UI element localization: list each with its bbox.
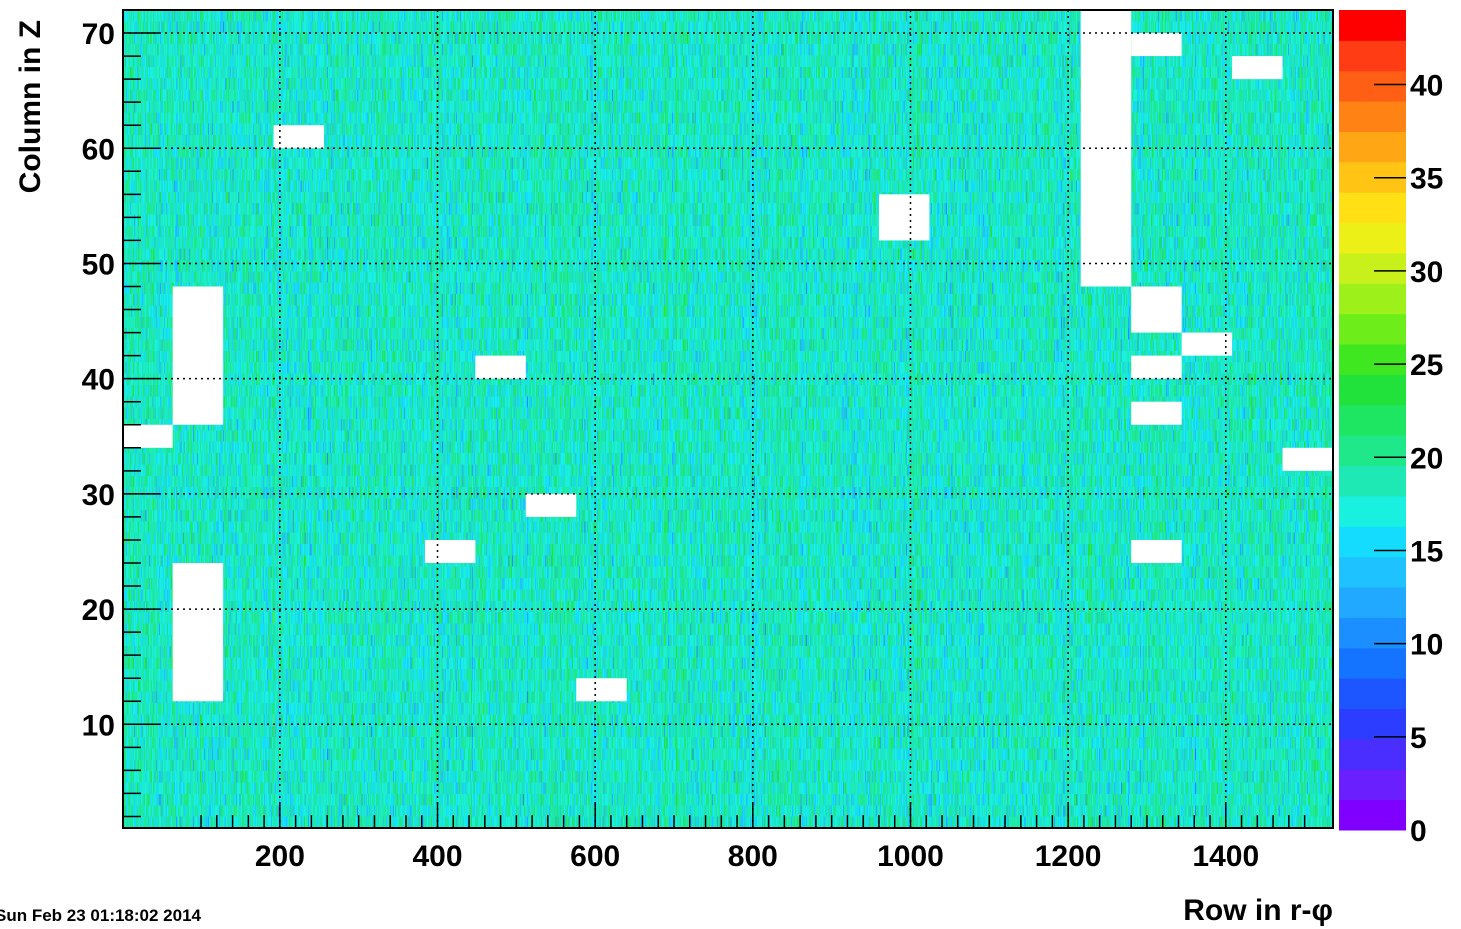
empty-region-7: [1131, 355, 1182, 379]
grid-lines: [123, 10, 1333, 828]
color-scale: 0 5 10 15 20 25 30 35 40: [1339, 10, 1443, 848]
color-scale-bin: [1339, 799, 1406, 831]
empty-region-9: [1282, 447, 1333, 471]
y-tick-label: 70: [82, 18, 115, 51]
y-tick-label: 60: [82, 133, 115, 166]
y-tick-label: 30: [82, 479, 115, 512]
color-scale-bin: [1339, 435, 1406, 467]
empty-region-11: [172, 286, 224, 425]
y-axis-label: Column in Z: [14, 20, 47, 193]
y-tick-label: 40: [82, 364, 115, 397]
color-scale-bin: [1339, 708, 1406, 740]
color-scale-bin: [1339, 131, 1406, 163]
y-tick-label: 10: [82, 709, 115, 742]
empty-region-16: [172, 563, 224, 702]
color-scale-bin: [1339, 222, 1406, 254]
color-scale-bin: [1339, 283, 1406, 315]
x-tick-label: 600: [570, 840, 620, 873]
empty-region-0: [1080, 10, 1132, 287]
empty-region-17: [576, 678, 627, 702]
color-scale-bin: [1339, 374, 1406, 406]
color-scale-bin: [1339, 647, 1406, 679]
x-tick-label: 800: [728, 840, 778, 873]
color-scale-bin: [1339, 192, 1406, 224]
empty-region-6: [1181, 332, 1233, 356]
x-tick-label: 1000: [877, 840, 944, 873]
color-scale-bin: [1339, 10, 1406, 41]
empty-region-1: [1131, 33, 1182, 57]
y-tick-label: 50: [82, 248, 115, 281]
color-scale-bin: [1339, 313, 1406, 345]
color-scale-label: 0: [1410, 815, 1427, 848]
frame-border: [122, 9, 1334, 829]
color-scale-label: 15: [1410, 535, 1443, 568]
color-scale-label: 20: [1410, 442, 1443, 475]
color-scale-bin: [1339, 678, 1406, 710]
color-scale-label: 5: [1410, 722, 1427, 755]
y-axis-ticks: 10 20 30 40 50 60 70: [82, 9, 159, 818]
timestamp: Sun Feb 23 01:18:02 2014: [0, 906, 202, 925]
empty-region-8: [1131, 401, 1182, 425]
empty-region-15: [424, 539, 476, 564]
color-scale-bin: [1339, 344, 1406, 375]
empty-region-12: [123, 424, 173, 448]
empty-region-14: [525, 493, 577, 517]
plot-frame: [122, 9, 1334, 829]
color-scale-label: 40: [1410, 70, 1443, 103]
x-tick-label: 1200: [1035, 840, 1102, 873]
x-tick-label: 200: [255, 840, 305, 873]
x-tick-label: 400: [412, 840, 462, 873]
color-scale-bin: [1339, 465, 1406, 497]
color-scale-bin: [1339, 738, 1406, 770]
color-scale-bin: [1339, 252, 1406, 284]
y-tick-label: 20: [82, 594, 115, 627]
color-scale-label: 25: [1410, 349, 1443, 382]
x-axis-label: Row in r-φ: [1183, 894, 1333, 927]
color-scale-bin: [1339, 101, 1406, 132]
color-scale-bin: [1339, 587, 1406, 618]
color-scale-bin: [1339, 526, 1406, 558]
color-scale-label: 35: [1410, 163, 1443, 196]
color-scale-bin: [1339, 556, 1406, 588]
color-scale-bin: [1339, 769, 1406, 801]
color-scale-bin: [1339, 70, 1406, 102]
empty-region-13: [475, 355, 526, 379]
empty-region-10: [1131, 539, 1182, 564]
x-axis-ticks: 200 400 600 800 1000 1200 1400: [200, 802, 1306, 873]
empty-region-3: [273, 125, 325, 149]
color-scale-bin: [1339, 40, 1406, 72]
plot-area: [123, 10, 1333, 828]
color-scale-bin: [1339, 495, 1406, 527]
color-scale-bin: [1339, 404, 1406, 436]
empty-region-5: [1131, 286, 1182, 333]
color-scale-label: 30: [1410, 256, 1443, 289]
color-scale-label: 10: [1410, 629, 1443, 662]
empty-region-2: [1232, 56, 1283, 80]
empty-region-4: [878, 194, 930, 241]
x-tick-label: 1400: [1192, 840, 1259, 873]
